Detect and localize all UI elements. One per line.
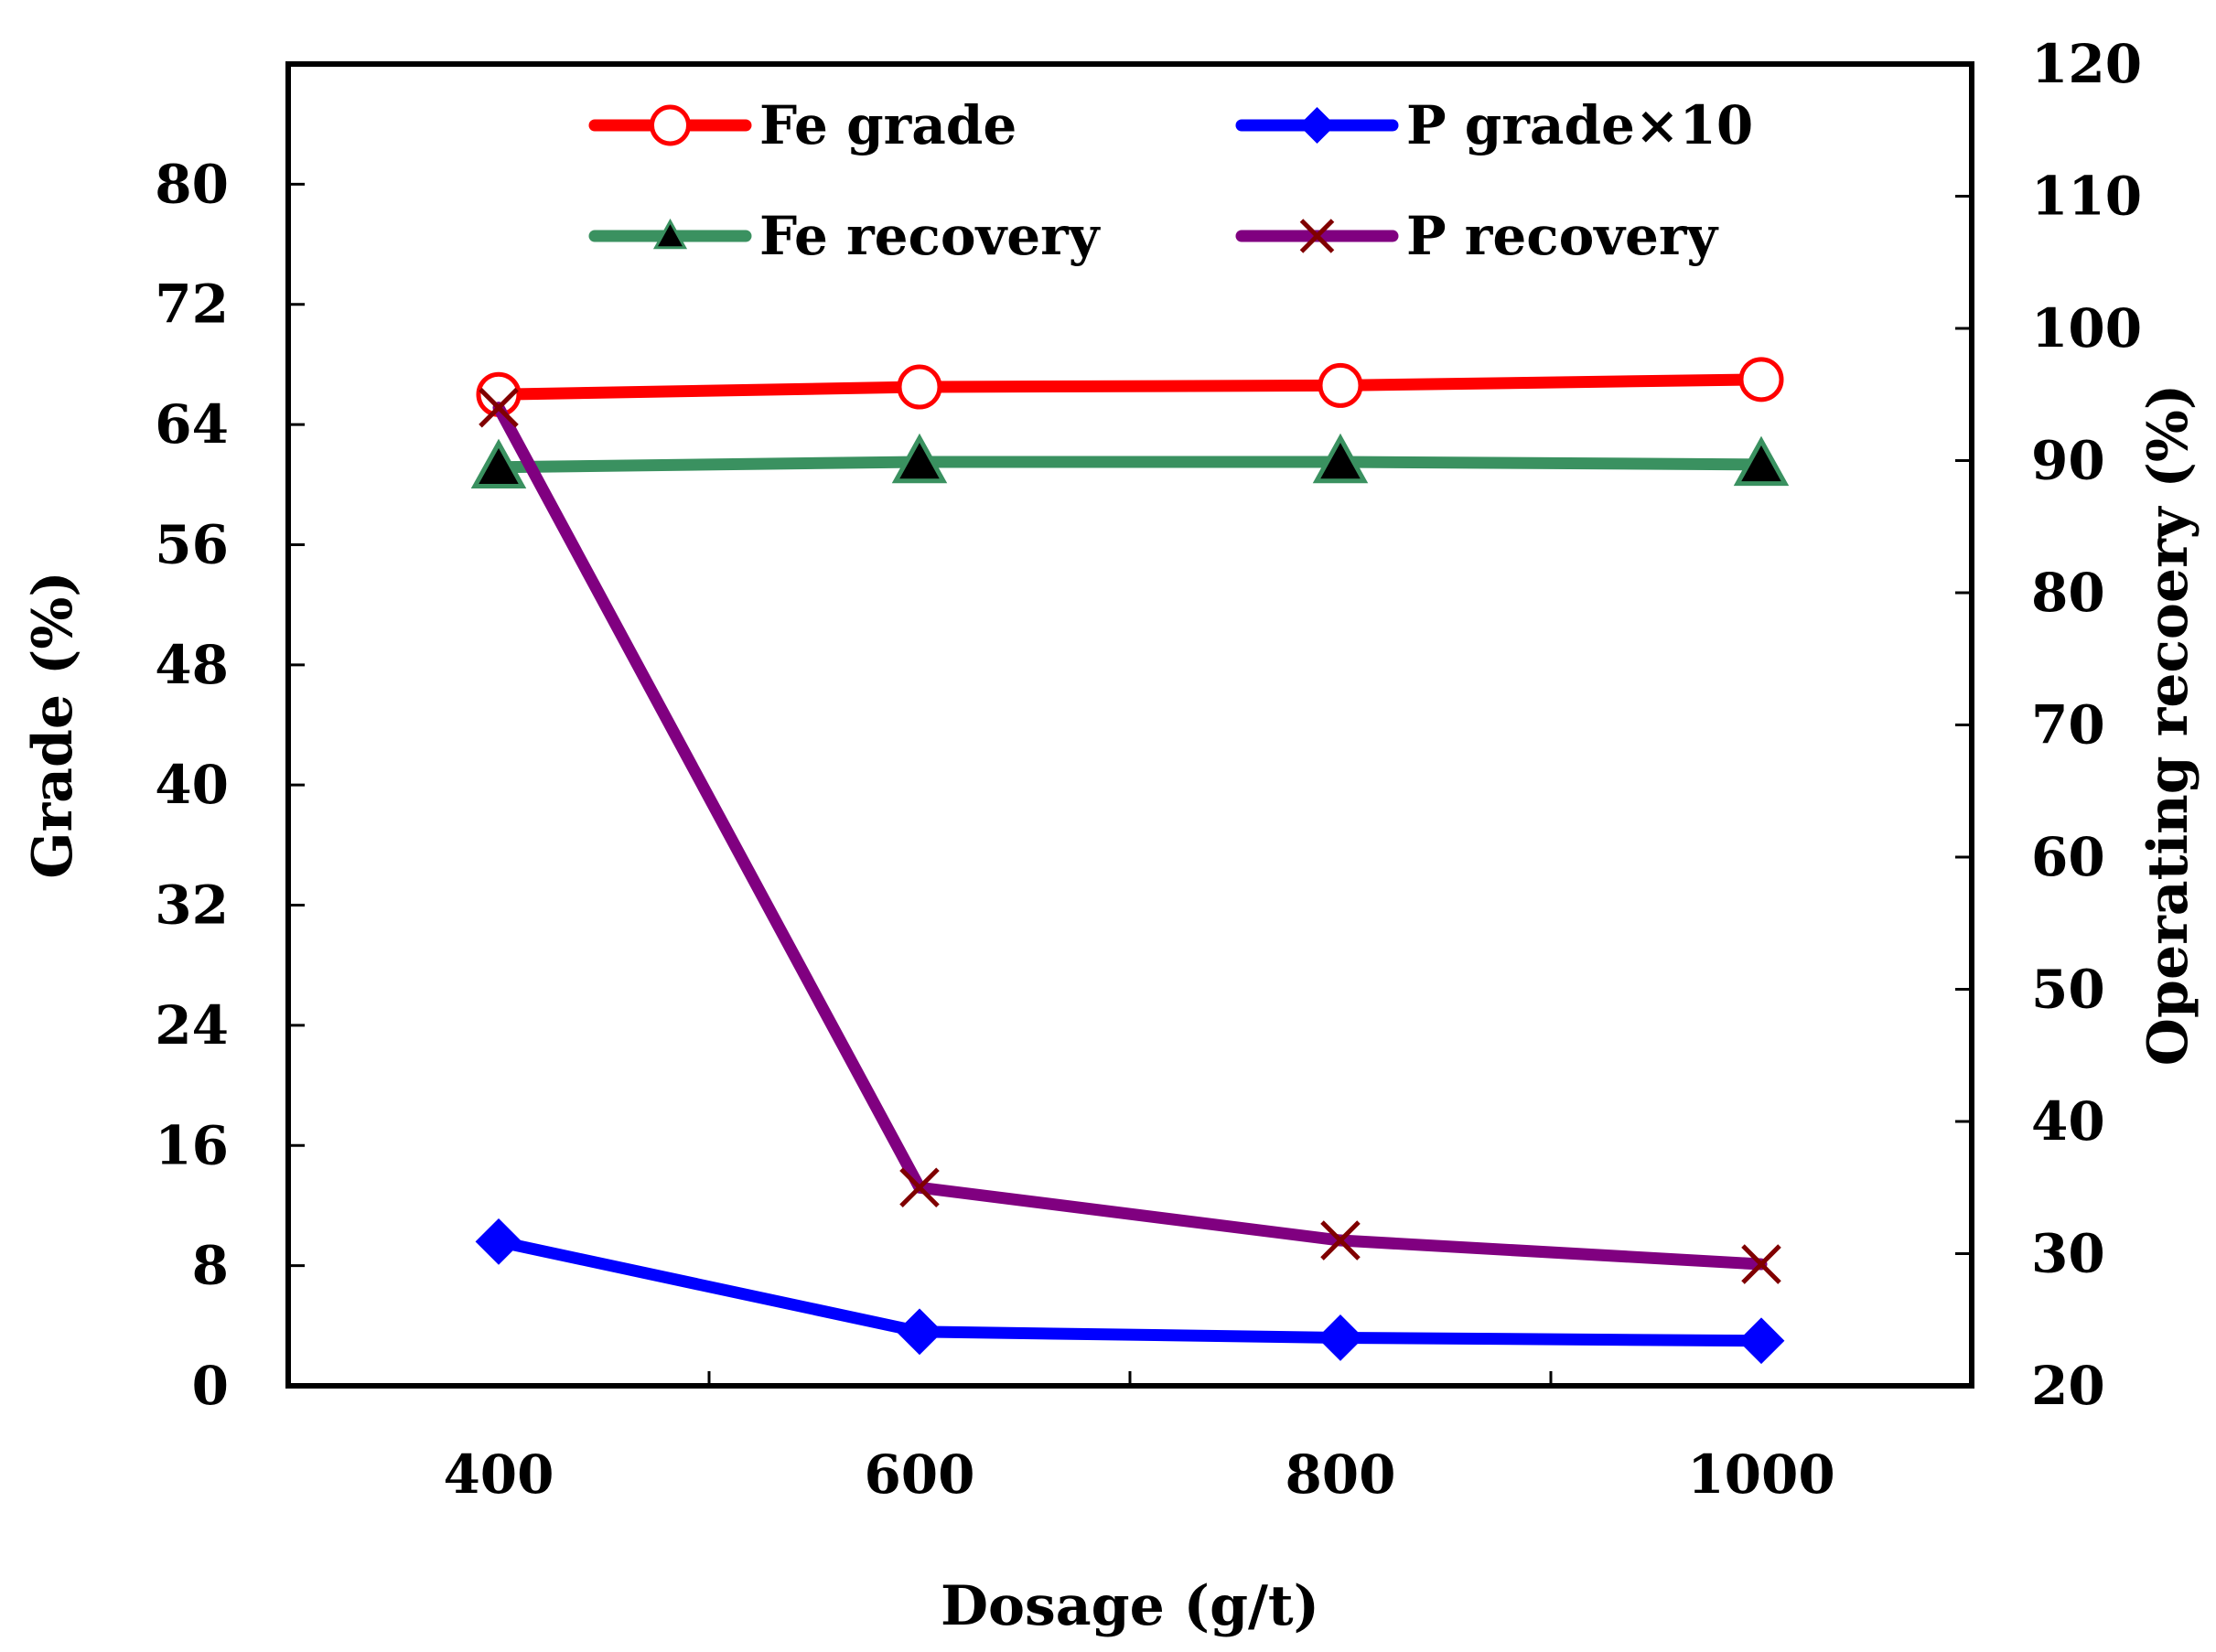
- y-right-axis-title: Operating recoery (%): [2136, 384, 2200, 1067]
- legend-marker: [650, 104, 691, 146]
- series-line-fe-recovery: [492, 456, 1768, 474]
- series-line-fe-grade: [492, 373, 1768, 401]
- y-right-tick-label: 70: [2031, 694, 2105, 756]
- legend-item-p-recovery: P recovery: [1235, 205, 1719, 267]
- data-point-fe-grade: [1738, 357, 1784, 402]
- y-left-tick-label: 40: [155, 754, 229, 816]
- y-left-tick-label: 32: [155, 874, 229, 937]
- series-p-recovery: [479, 387, 1781, 1284]
- x-tick-label: 800: [1285, 1443, 1395, 1506]
- y-right-tick-label: 100: [2031, 297, 2142, 359]
- x-axis-title: Dosage (g/t): [941, 1574, 1319, 1638]
- legend-label-fe-recovery: Fe recovery: [759, 205, 1102, 267]
- legend-label-p-grade-10: P grade×10: [1406, 94, 1753, 156]
- data-point-p-grade-10: [1317, 1314, 1364, 1361]
- legend-marker: [652, 218, 688, 250]
- y-left-tick-label: 48: [155, 634, 229, 696]
- legend-item-fe-recovery: Fe recovery: [588, 205, 1102, 267]
- plot-series: [470, 357, 1790, 1365]
- legend-marker: [1298, 107, 1336, 144]
- data-point-fe-recovery: [1312, 433, 1369, 484]
- data-point-p-grade-10: [896, 1308, 943, 1356]
- y-right-tick-label: 120: [2031, 33, 2142, 95]
- series-fe-recovery: [470, 433, 1790, 489]
- y-left-tick-label: 8: [192, 1235, 229, 1297]
- series-fe-grade: [476, 357, 1784, 417]
- y-left-tick-label: 24: [155, 994, 229, 1057]
- data-point-fe-grade: [897, 364, 942, 410]
- legend-item-fe-grade: Fe grade: [588, 94, 1017, 156]
- data-point-p-recovery: [479, 387, 519, 428]
- plot-axes: 400 600 800 1000 0 8 16 24 32 40 48 56 64 72 80 20 30 40 5…: [21, 33, 2200, 1638]
- x-tick-label: 1000: [1687, 1443, 1834, 1506]
- legend-marker: [1299, 219, 1335, 253]
- legend: Fe grade P grade×10 Fe recovery P recovery: [588, 94, 1753, 267]
- legend-item-p-grade-10: P grade×10: [1235, 94, 1753, 156]
- data-point-p-recovery: [899, 1167, 940, 1208]
- y-right-tick-label: 60: [2031, 826, 2105, 888]
- series-p-grade-10: [475, 1218, 1785, 1365]
- y-left-tick-label: 64: [155, 393, 229, 456]
- data-point-fe-recovery: [470, 438, 527, 489]
- data-point-fe-grade: [1318, 362, 1363, 408]
- y-left-tick-label: 56: [155, 513, 229, 575]
- y-right-tick-label: 90: [2031, 430, 2105, 492]
- y-right-tick-label: 110: [2031, 166, 2142, 228]
- y-right-tick-label: 40: [2031, 1090, 2105, 1153]
- x-tick-label: 600: [864, 1443, 974, 1506]
- data-point-p-grade-10: [475, 1218, 522, 1265]
- y-left-tick-label: 0: [192, 1355, 229, 1417]
- y-right-tick-label: 80: [2031, 562, 2105, 624]
- y-left-tick-label: 16: [155, 1114, 229, 1176]
- data-point-fe-recovery: [891, 433, 948, 484]
- y-left-axis-title: Grade (%): [21, 571, 85, 879]
- y-left-tick-label: 80: [155, 153, 229, 215]
- legend-label-p-recovery: P recovery: [1406, 205, 1719, 267]
- data-point-p-recovery: [1320, 1220, 1361, 1260]
- y-right-tick-label: 20: [2031, 1355, 2105, 1417]
- data-point-p-recovery: [1741, 1244, 1781, 1284]
- y-left-tick-label: 72: [155, 274, 229, 336]
- x-tick-label: 400: [443, 1443, 554, 1506]
- data-point-fe-recovery: [1733, 435, 1790, 487]
- legend-label-fe-grade: Fe grade: [759, 94, 1017, 156]
- series-line-p-grade-10: [492, 1235, 1768, 1347]
- data-point-p-grade-10: [1737, 1317, 1785, 1365]
- y-right-tick-label: 50: [2031, 959, 2105, 1021]
- y-right-tick-label: 30: [2031, 1223, 2105, 1285]
- series-line-p-recovery: [492, 402, 1768, 1271]
